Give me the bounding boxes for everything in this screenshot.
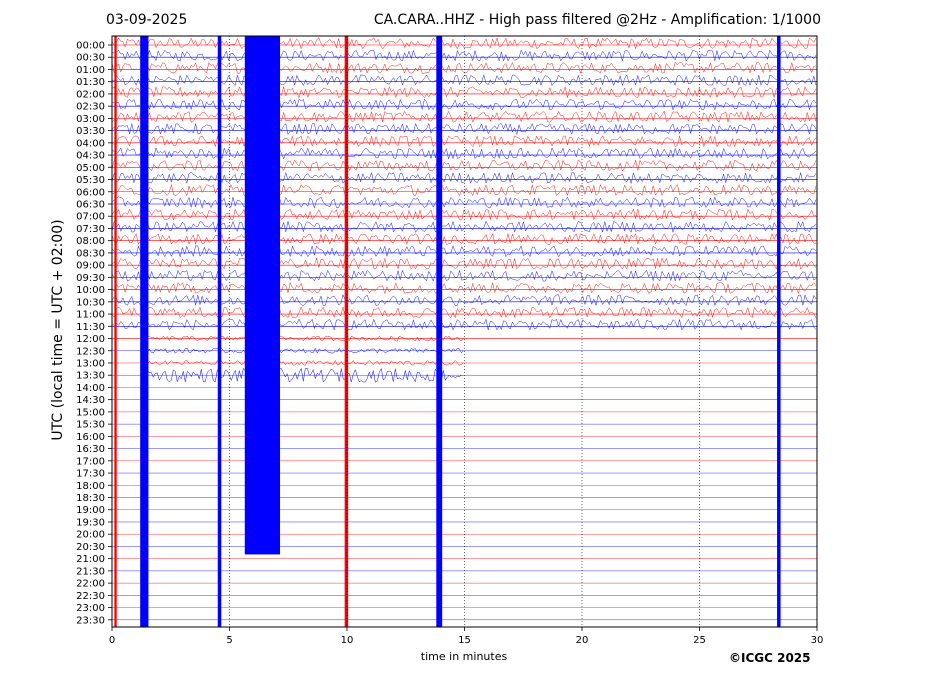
chart-title: CA.CARA..HHZ - High pass filtered @2Hz -… — [373, 12, 821, 28]
x-axis-label: time in minutes — [420, 650, 508, 663]
y-tick-label: 20:00 — [76, 530, 105, 541]
y-tick-label: 21:00 — [76, 554, 105, 565]
y-tick-label: 08:00 — [76, 236, 105, 247]
y-tick-label: 22:30 — [76, 591, 105, 602]
y-tick-label: 05:00 — [76, 163, 105, 174]
y-tick-label: 13:30 — [76, 371, 105, 382]
y-tick-label: 06:30 — [76, 199, 105, 210]
y-tick-label: 00:00 — [76, 41, 105, 52]
y-tick-label: 12:30 — [76, 346, 105, 357]
y-tick-label: 18:30 — [76, 493, 105, 504]
y-tick-label: 14:30 — [76, 395, 105, 406]
y-tick-label: 22:00 — [76, 579, 105, 590]
event-band — [140, 36, 149, 627]
trace-noise — [112, 208, 817, 221]
y-tick-label: 16:00 — [76, 432, 105, 443]
y-tick-label: 20:30 — [76, 542, 105, 553]
y-tick-label: 11:00 — [76, 310, 105, 321]
trace-noise — [112, 49, 817, 62]
x-tick-label: 25 — [693, 635, 706, 646]
trace-noise — [112, 98, 817, 111]
y-tick-label: 23:30 — [76, 615, 105, 626]
trace-noise — [112, 37, 817, 50]
trace-noise — [112, 269, 817, 282]
y-tick-label: 04:30 — [76, 151, 105, 162]
event-band — [436, 36, 443, 627]
y-tick-label: 09:00 — [76, 261, 105, 272]
trace-noise — [112, 135, 817, 148]
event-band — [217, 36, 222, 627]
trace-noise — [112, 171, 817, 185]
trace-noise — [112, 61, 817, 74]
y-tick-label: 10:30 — [76, 297, 105, 308]
trace-activity — [147, 335, 464, 342]
trace-noise — [112, 122, 817, 136]
trace-noise — [112, 110, 817, 123]
x-tick-label: 5 — [226, 635, 232, 646]
y-tick-label: 09:30 — [76, 273, 105, 284]
trace-activity — [147, 367, 464, 383]
y-tick-label: 06:00 — [76, 187, 105, 198]
y-tick-label: 19:00 — [76, 505, 105, 516]
trace-noise — [112, 282, 817, 295]
event-band — [344, 36, 349, 627]
y-tick-label: 17:00 — [76, 456, 105, 467]
event-band — [114, 36, 117, 627]
y-tick-label: 19:30 — [76, 517, 105, 528]
trace-noise — [112, 86, 817, 99]
y-tick-label: 08:30 — [76, 248, 105, 259]
y-tick-label: 10:00 — [76, 285, 105, 296]
y-tick-label: 05:30 — [76, 175, 105, 186]
y-tick-label: 03:00 — [76, 114, 105, 125]
trace-noise — [112, 257, 817, 270]
y-tick-label: 01:00 — [76, 65, 105, 76]
y-tick-label: 11:30 — [76, 322, 105, 333]
trace-noise — [112, 245, 817, 258]
x-tick-label: 20 — [576, 635, 589, 646]
trace-noise — [112, 74, 817, 87]
y-tick-label: 14:00 — [76, 383, 105, 394]
trace-noise — [112, 232, 816, 246]
y-tick-label: 15:00 — [76, 407, 105, 418]
y-tick-label: 07:30 — [76, 224, 105, 235]
copyright-label: ©ICGC 2025 — [729, 651, 811, 665]
y-tick-label: 23:00 — [76, 603, 105, 614]
y-axis-label: UTC (local time = UTC + 02:00) — [50, 219, 66, 441]
x-tick-label: 0 — [109, 635, 115, 646]
trace-activity — [147, 360, 464, 367]
trace-noise — [112, 159, 817, 172]
trace-noise — [112, 147, 817, 160]
event-band — [244, 36, 281, 555]
trace-noise — [112, 220, 817, 234]
y-tick-label: 04:00 — [76, 138, 105, 149]
y-tick-label: 01:30 — [76, 77, 105, 88]
trace-noise — [112, 293, 817, 307]
y-tick-label: 21:30 — [76, 566, 105, 577]
y-tick-label: 15:30 — [76, 420, 105, 431]
date-label: 03-09-2025 — [106, 12, 188, 28]
x-tick-label: 15 — [458, 635, 471, 646]
y-tick-label: 07:00 — [76, 212, 105, 223]
trace-activity — [147, 347, 464, 354]
event-band — [777, 36, 781, 627]
trace-noise — [112, 318, 817, 331]
trace-noise — [112, 196, 817, 209]
traces-group — [112, 36, 817, 627]
y-tick-label: 17:30 — [76, 469, 105, 480]
trace-noise — [112, 183, 817, 197]
y-tick-label: 18:00 — [76, 481, 105, 492]
x-tick-label: 30 — [811, 635, 824, 646]
y-tick-label: 12:00 — [76, 334, 105, 345]
y-tick-label: 03:30 — [76, 126, 105, 137]
y-tick-label: 02:30 — [76, 102, 105, 113]
y-tick-label: 02:00 — [76, 89, 105, 100]
trace-noise — [112, 306, 817, 319]
y-tick-label: 13:00 — [76, 358, 105, 369]
y-tick-label: 16:30 — [76, 444, 105, 455]
y-tick-label: 00:30 — [76, 53, 105, 64]
x-tick-label: 10 — [341, 635, 354, 646]
